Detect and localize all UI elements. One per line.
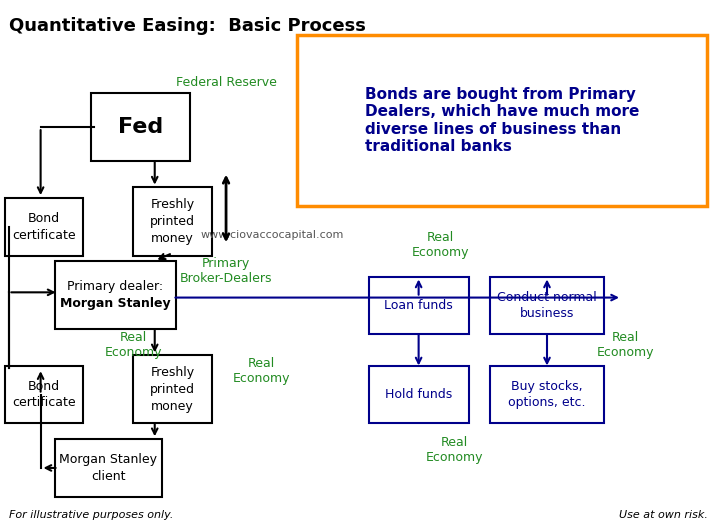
Text: money: money <box>151 399 194 413</box>
FancyBboxPatch shape <box>5 198 83 256</box>
Text: Federal Reserve: Federal Reserve <box>175 76 276 89</box>
FancyBboxPatch shape <box>490 277 604 334</box>
Text: Conduct normal: Conduct normal <box>497 290 597 304</box>
Text: certificate: certificate <box>12 396 76 409</box>
FancyBboxPatch shape <box>5 366 83 423</box>
Text: printed: printed <box>150 215 195 228</box>
Text: Freshly: Freshly <box>150 198 195 211</box>
FancyBboxPatch shape <box>133 188 212 256</box>
Text: Real
Economy: Real Economy <box>105 331 162 359</box>
Text: Primary
Broker-Dealers: Primary Broker-Dealers <box>180 257 272 285</box>
Text: Primary dealer:: Primary dealer: <box>67 280 163 293</box>
Text: certificate: certificate <box>12 229 76 242</box>
Text: For illustrative purposes only.: For illustrative purposes only. <box>9 510 173 520</box>
Text: www.ciovaccocapital.com: www.ciovaccocapital.com <box>200 230 344 240</box>
Text: Bonds are bought from Primary
Dealers, which have much more
diverse lines of bus: Bonds are bought from Primary Dealers, w… <box>365 87 639 154</box>
FancyBboxPatch shape <box>90 93 190 161</box>
Text: Real
Economy: Real Economy <box>233 357 291 385</box>
Text: Real
Economy: Real Economy <box>411 231 469 259</box>
Text: business: business <box>520 307 574 320</box>
Text: Quantitative Easing:  Basic Process: Quantitative Easing: Basic Process <box>9 17 365 35</box>
Text: Loan funds: Loan funds <box>384 299 453 312</box>
Text: options, etc.: options, etc. <box>508 396 586 409</box>
FancyBboxPatch shape <box>297 35 707 206</box>
Text: Bond: Bond <box>28 379 60 393</box>
FancyBboxPatch shape <box>55 439 162 497</box>
Text: Hold funds: Hold funds <box>385 388 453 401</box>
FancyBboxPatch shape <box>369 277 468 334</box>
Text: money: money <box>151 232 194 245</box>
Text: printed: printed <box>150 383 195 396</box>
Text: Buy stocks,: Buy stocks, <box>511 379 583 393</box>
FancyBboxPatch shape <box>55 261 176 329</box>
Text: Freshly: Freshly <box>150 366 195 379</box>
Text: Bond: Bond <box>28 212 60 225</box>
Text: Real
Economy: Real Economy <box>425 436 483 464</box>
FancyBboxPatch shape <box>133 355 212 423</box>
Text: Real
Economy: Real Economy <box>596 331 654 359</box>
Text: Morgan Stanley: Morgan Stanley <box>60 297 171 310</box>
FancyBboxPatch shape <box>369 366 468 423</box>
Text: Morgan Stanley: Morgan Stanley <box>59 453 158 466</box>
FancyBboxPatch shape <box>490 366 604 423</box>
Text: Fed: Fed <box>118 117 163 137</box>
Text: Use at own risk.: Use at own risk. <box>619 510 707 520</box>
Text: client: client <box>91 470 125 483</box>
